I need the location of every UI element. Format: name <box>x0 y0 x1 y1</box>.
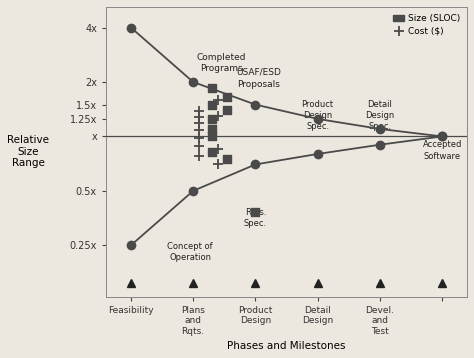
Point <box>196 153 203 159</box>
Point <box>214 161 222 167</box>
Text: USAF/ESD
Proposals: USAF/ESD Proposals <box>236 68 281 88</box>
Text: Accepted
Software: Accepted Software <box>422 140 462 160</box>
Y-axis label: Relative
Size
Range: Relative Size Range <box>7 135 49 168</box>
Point <box>196 121 203 126</box>
Point <box>208 149 216 155</box>
Point <box>214 97 222 102</box>
Legend: Size (SLOC), Cost ($): Size (SLOC), Cost ($) <box>391 11 463 39</box>
Point <box>208 116 216 122</box>
Point <box>252 209 259 215</box>
Point <box>196 144 203 149</box>
Text: Rqts.
Spec.: Rqts. Spec. <box>244 208 267 228</box>
Point <box>214 113 222 119</box>
Point <box>224 94 231 100</box>
Point <box>196 135 203 141</box>
Point <box>196 108 203 114</box>
Text: Detail
Design
Spec.: Detail Design Spec. <box>365 100 394 131</box>
Point <box>208 126 216 132</box>
X-axis label: Phases and Milestones: Phases and Milestones <box>228 341 346 351</box>
Point <box>196 114 203 120</box>
Point <box>224 107 231 113</box>
Point <box>208 134 216 139</box>
Point <box>214 146 222 152</box>
Text: Completed
Programs: Completed Programs <box>196 53 246 73</box>
Point <box>208 85 216 91</box>
Text: Concept of
Operation: Concept of Operation <box>167 242 213 262</box>
Text: Product
Design
Spec.: Product Design Spec. <box>301 100 334 131</box>
Point <box>224 156 231 162</box>
Point <box>196 127 203 133</box>
Point <box>208 102 216 107</box>
